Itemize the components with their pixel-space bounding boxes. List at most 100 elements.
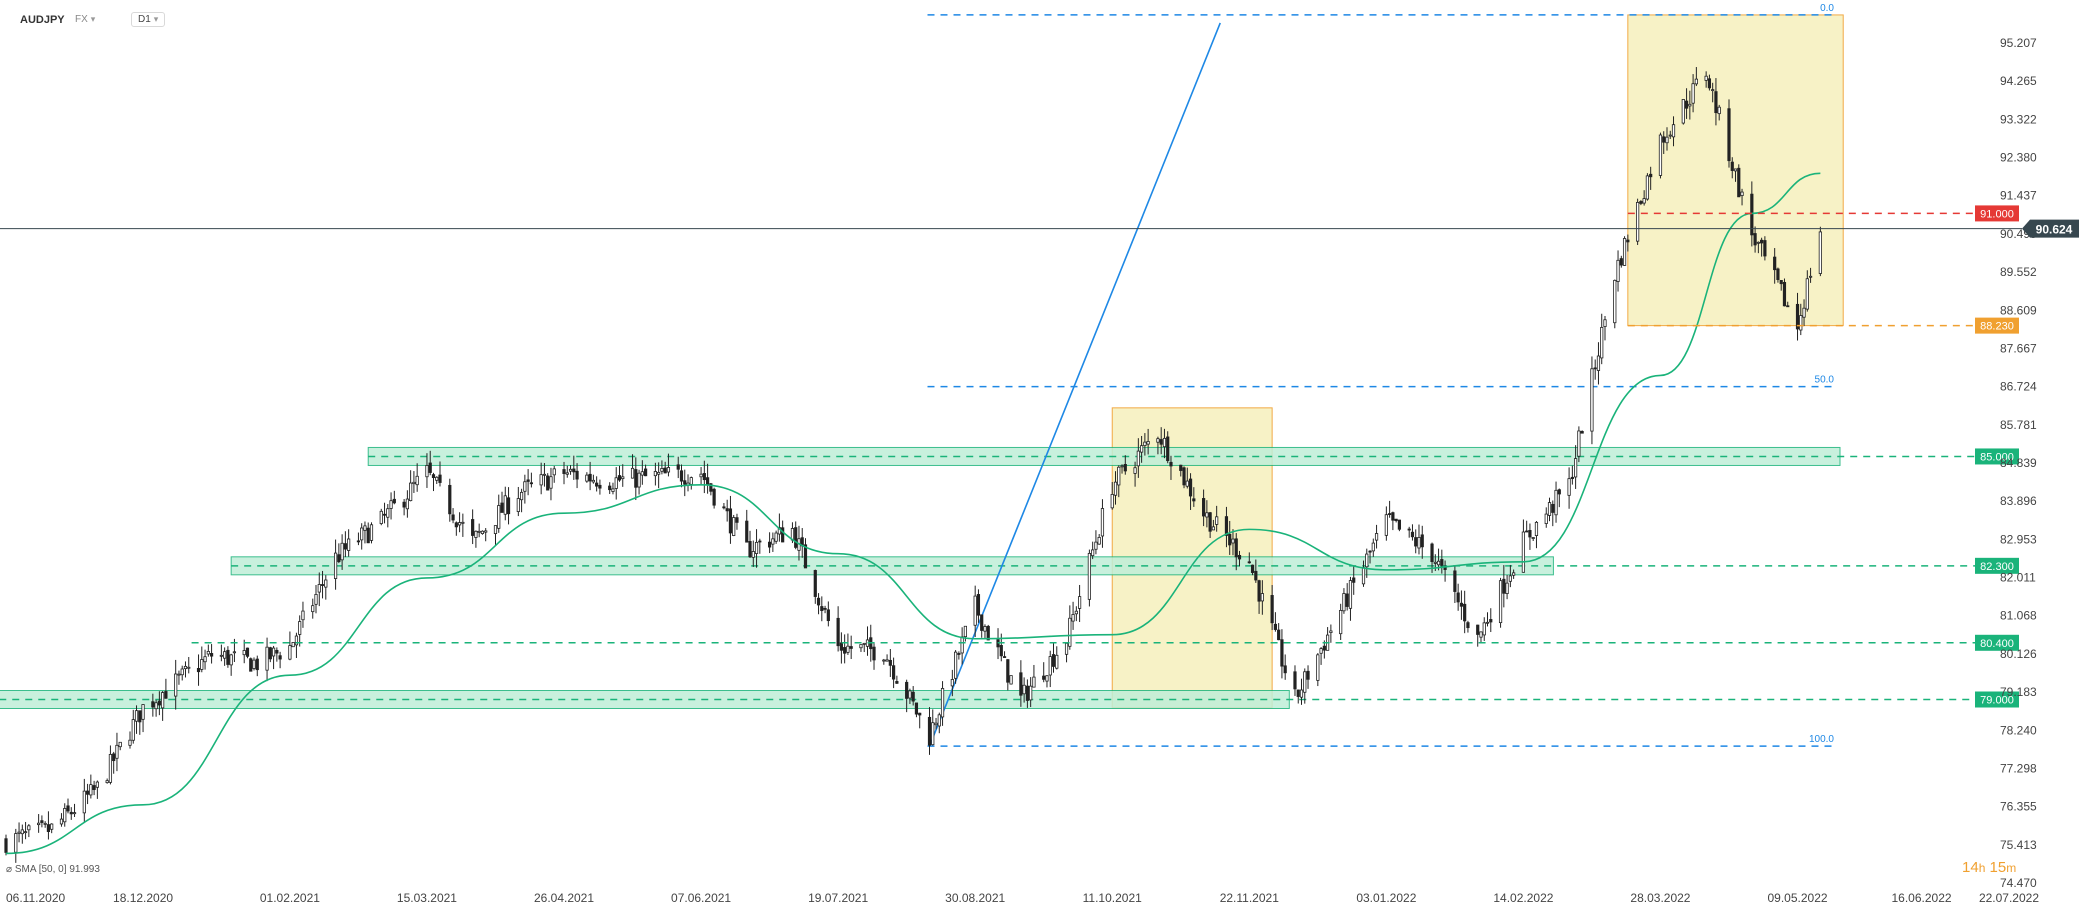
candle-body xyxy=(431,474,436,479)
candle-body xyxy=(976,594,981,616)
candle-body xyxy=(1185,480,1189,487)
candle-body xyxy=(1730,161,1734,171)
candle-body xyxy=(892,665,896,680)
candle-body xyxy=(1782,281,1787,307)
candle-body xyxy=(1048,656,1052,676)
candle-body xyxy=(63,808,67,823)
candle-body xyxy=(402,501,406,508)
candle-body xyxy=(911,691,915,702)
candle-body xyxy=(1531,537,1535,539)
candle-body xyxy=(43,822,47,825)
candle-body xyxy=(1342,593,1346,612)
candle-body xyxy=(435,476,439,481)
candle-body xyxy=(134,710,139,722)
timer-hours: 14 xyxy=(1962,859,1979,876)
candle-body xyxy=(1740,191,1744,196)
candle-body xyxy=(1260,593,1264,602)
eye-slash-icon[interactable]: ⌀ xyxy=(6,864,13,875)
candle-body xyxy=(1374,533,1379,541)
candle-body xyxy=(1322,645,1326,651)
candle-body xyxy=(1205,512,1209,518)
candle-body xyxy=(663,467,667,474)
candle-body xyxy=(1159,439,1163,445)
level-price-label: 88.230 xyxy=(1980,321,2014,333)
candle-body xyxy=(914,702,919,715)
candle-body xyxy=(1512,572,1516,576)
candle-body xyxy=(1064,642,1069,655)
candle-body xyxy=(131,719,135,741)
x-tick-label: 19.07.2021 xyxy=(808,891,868,905)
candle-body xyxy=(1636,202,1640,242)
candle-body xyxy=(1684,100,1689,109)
candle-body xyxy=(118,741,122,748)
candle-body xyxy=(666,467,671,473)
sma-legend[interactable]: ⌀ SMA [50, 0] 91.993 xyxy=(6,864,100,875)
candle-body xyxy=(1182,467,1186,486)
candle-body xyxy=(1388,513,1392,515)
candle-body xyxy=(1414,537,1418,547)
x-tick-label: 16.06.2022 xyxy=(1891,891,1951,905)
support-resistance-zones: 85.000 82.300 79.000 xyxy=(0,446,2019,710)
x-tick-label: 30.08.2021 xyxy=(945,891,1005,905)
x-tick-label: 01.02.2021 xyxy=(260,891,320,905)
candle-body xyxy=(862,642,866,645)
candle-body xyxy=(1123,464,1127,472)
price-axis[interactable]: 95.20794.26593.32292.38091.43790.49589.5… xyxy=(2000,36,2037,890)
x-tick-label: 22.11.2021 xyxy=(1220,891,1279,905)
candle-body xyxy=(1156,438,1160,443)
y-tick-label: 92.380 xyxy=(2000,151,2037,165)
candle-body xyxy=(497,505,501,529)
candle-body xyxy=(937,714,941,727)
candle-body xyxy=(1456,592,1460,603)
candle-body xyxy=(1087,552,1091,600)
candle-body xyxy=(1580,431,1584,434)
candle-body xyxy=(1247,561,1251,564)
candle-body xyxy=(758,540,762,543)
candle-body xyxy=(180,668,184,676)
fib-label: 50.0 xyxy=(1815,375,1835,386)
candle-body xyxy=(369,524,374,541)
candle-body xyxy=(816,597,821,606)
trend-line xyxy=(928,22,1221,747)
candle-body xyxy=(905,681,909,699)
candle-body xyxy=(72,812,77,815)
candle-body xyxy=(363,525,367,531)
y-tick-label: 80.126 xyxy=(2000,647,2037,661)
y-tick-label: 78.240 xyxy=(2000,723,2037,737)
candle-body xyxy=(14,833,18,853)
candle-body xyxy=(1498,580,1503,624)
candle-body xyxy=(1711,89,1715,92)
market-label[interactable]: FX ▾ xyxy=(75,14,95,25)
y-tick-label: 81.068 xyxy=(2000,609,2037,623)
candle-body xyxy=(471,519,475,536)
candle-body xyxy=(950,679,954,687)
x-tick-label: 28.03.2022 xyxy=(1630,891,1690,905)
time-axis[interactable]: 06.11.2020 18.12.2020 01.02.2021 15.03.2021… xyxy=(6,891,2039,905)
candle-body xyxy=(1224,516,1229,536)
candle-body xyxy=(1113,481,1118,496)
candle-body xyxy=(1453,570,1457,592)
timeframe-select[interactable]: D1 ▾ xyxy=(131,12,166,27)
candle-body xyxy=(872,646,876,661)
candle-body xyxy=(859,644,863,649)
candle-body xyxy=(657,471,661,475)
chevron-down-icon: ▾ xyxy=(90,14,96,24)
candle-body xyxy=(1051,654,1056,667)
candle-body xyxy=(1074,610,1078,615)
candle-body xyxy=(1622,238,1627,266)
sma-params: [50, 0] xyxy=(38,864,67,875)
candle-body xyxy=(1626,239,1630,243)
candle-body xyxy=(1202,498,1206,517)
symbol-label[interactable]: AUDJPY xyxy=(20,14,65,26)
candle-body xyxy=(679,470,684,482)
candle-body xyxy=(986,625,990,641)
fibonacci-levels: 0.0 50.0 100.0 xyxy=(927,3,1836,747)
candle-body xyxy=(320,584,325,586)
zone-price-label: 85.000 xyxy=(1980,451,2014,463)
candle-body xyxy=(999,645,1003,657)
zone-price-tag xyxy=(1975,448,2019,465)
candle-body xyxy=(722,506,726,509)
candle-body xyxy=(40,820,44,823)
candle-body xyxy=(271,647,276,657)
